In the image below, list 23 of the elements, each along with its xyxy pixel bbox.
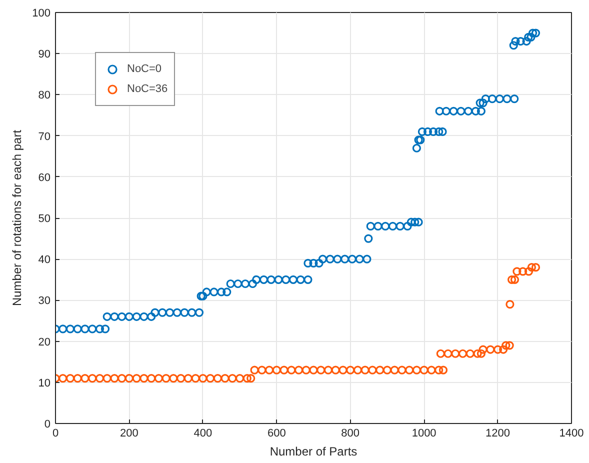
x-tick-label: 1000 xyxy=(412,428,436,440)
y-tick-label: 80 xyxy=(38,90,51,102)
x-tick-label: 400 xyxy=(194,428,212,440)
y-tick-label: 40 xyxy=(38,254,51,266)
x-tick-label: 1400 xyxy=(559,428,584,440)
y-tick-label: 90 xyxy=(38,48,51,61)
y-tick-label: 20 xyxy=(38,336,51,348)
x-axis-title: Number of Parts xyxy=(270,444,358,458)
y-tick-label: 0 xyxy=(44,418,51,430)
y-axis-title: Number of rotations for each part xyxy=(10,129,24,306)
legend-label: NoC=0 xyxy=(127,63,162,75)
x-tick-label: 1200 xyxy=(486,428,510,440)
x-tick-label: 800 xyxy=(341,428,360,440)
y-tick-label: 100 xyxy=(32,8,51,20)
legend-label: NoC=36 xyxy=(127,83,168,95)
x-tick-label: 0 xyxy=(52,428,59,440)
x-tick-label: 600 xyxy=(267,428,286,440)
x-tick-label: 200 xyxy=(120,428,138,440)
y-tick-label: 30 xyxy=(38,295,51,308)
y-tick-label: 10 xyxy=(38,377,51,390)
y-tick-label: 50 xyxy=(38,213,51,225)
y-tick-label: 70 xyxy=(38,130,51,143)
y-tick-label: 60 xyxy=(38,172,51,184)
